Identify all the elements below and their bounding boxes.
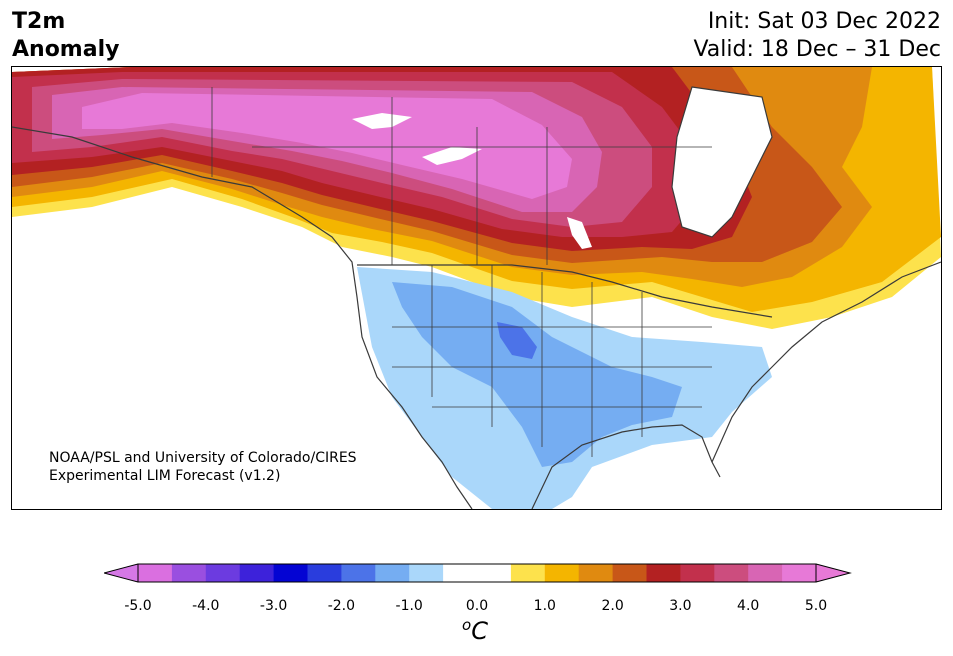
unit-label: oC [462, 616, 488, 645]
colorbar-cell [782, 564, 817, 582]
credit-text: NOAA/PSL and University of Colorado/CIRE… [49, 449, 357, 485]
credit-line1: NOAA/PSL and University of Colorado/CIRE… [49, 450, 357, 466]
colorbar-tick-label: 2.0 [601, 598, 624, 614]
colorbar-cell [612, 564, 647, 582]
colorbar-cell [171, 564, 207, 582]
valid-period: Valid: 18 Dec – 31 Dec [693, 37, 941, 62]
hudson-bay [672, 87, 772, 237]
anomaly-contour-minus-1p0 [392, 282, 682, 467]
colorbar-tick-label: -3.0 [259, 598, 288, 614]
colorbar-outline [137, 563, 817, 583]
colorbar-tick-label: 3.0 [669, 598, 692, 614]
colorbar-cell [578, 564, 614, 582]
colorbar-cell [273, 564, 308, 582]
colorbar-tick-label: 0.0 [465, 598, 489, 614]
colorbar-cell [375, 564, 410, 582]
colorbar-tick-label: -1.0 [395, 598, 423, 614]
colorbar-cells [138, 564, 817, 582]
colorbar-cell [443, 564, 478, 582]
hudson-bay-shore [671, 86, 773, 238]
colorbar-cell [307, 564, 342, 582]
colorbar-extend-high [816, 564, 850, 582]
anomaly-contour-5p0 [82, 93, 572, 199]
colorbar-cell [205, 564, 241, 582]
colorbar-extend-low-outline [104, 563, 139, 583]
variable-title-line2: Anomaly [12, 37, 120, 62]
colorbar-cell [239, 564, 275, 582]
atlantic-coast [711, 261, 941, 463]
colorbar-tick-label: -5.0 [124, 598, 152, 614]
pacific-coast [12, 126, 473, 509]
colorbar-tick-label: -2.0 [327, 598, 356, 614]
colorbar-tick-label: -4.0 [192, 598, 220, 614]
init-date: Init: Sat 03 Dec 2022 [707, 9, 941, 34]
coastlines [12, 86, 941, 509]
colorbar-cell [748, 564, 783, 582]
colorbar-cell [646, 564, 681, 582]
colorbar-cell [409, 564, 444, 582]
colorbar-cell [341, 564, 376, 582]
colorbar-cell [510, 564, 546, 582]
colorbar-extend-high-outline [815, 563, 852, 583]
colorbar-cell [138, 564, 173, 582]
lake-winnipeg [567, 217, 592, 249]
colorbar-cell [544, 564, 580, 582]
colorbar-tick-label: 1.0 [533, 598, 556, 614]
unit-letter: C [471, 617, 488, 645]
colorbar-tick-label: 5.0 [804, 598, 828, 614]
colorbar-extend-low [104, 564, 138, 582]
date-info: Init: Sat 03 Dec 2022 Valid: 18 Dec – 31… [693, 8, 941, 64]
colorbar [104, 563, 852, 583]
gulf-coast [531, 424, 721, 509]
colorbar-cell [714, 564, 749, 582]
unit-degree: o [462, 616, 472, 634]
variable-title-line1: T2m [12, 9, 66, 34]
anomaly-map [11, 66, 942, 510]
colorbar-cell [477, 564, 512, 582]
anomaly-contour-minus-1p5 [497, 322, 537, 359]
great-bear-lake [352, 113, 412, 129]
credit-line2: Experimental LIM Forecast (v1.2) [49, 468, 281, 484]
state-province-borders [211, 87, 712, 457]
variable-title: T2m Anomaly [12, 8, 119, 64]
map-canvas [12, 67, 941, 509]
great-slave-lake [422, 147, 482, 165]
colorbar-tick-label: 4.0 [737, 598, 760, 614]
colorbar-cell [680, 564, 715, 582]
us-canada-border [357, 264, 773, 318]
